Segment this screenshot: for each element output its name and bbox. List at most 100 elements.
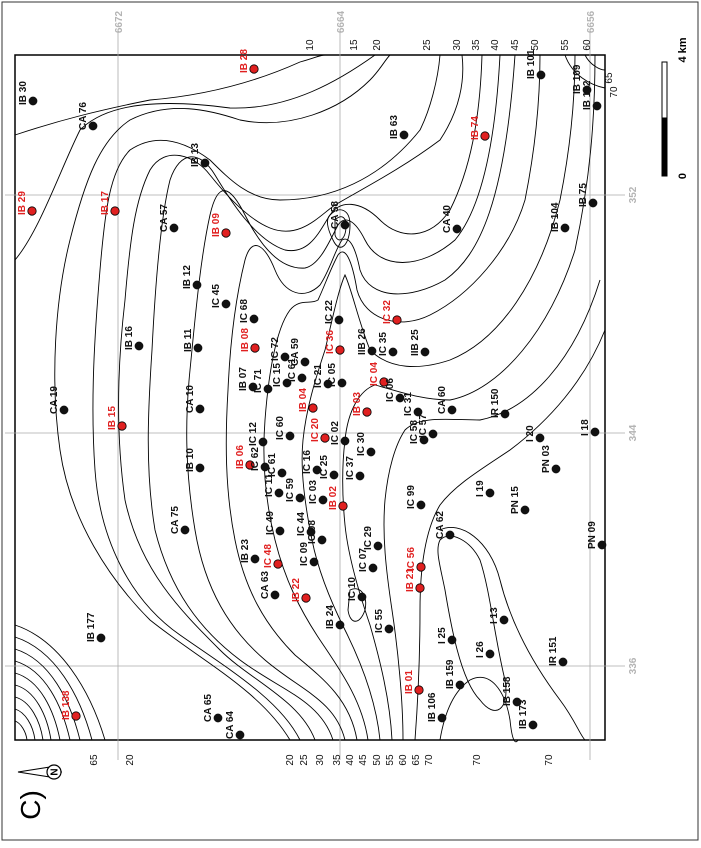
well-dot-ib-158 <box>512 697 522 707</box>
grid-labels: 6672 6664 6656 352 344 336 <box>114 10 639 674</box>
well-dot-i-19 <box>485 488 495 498</box>
well-ib-29: IB 29 <box>17 191 37 216</box>
well-label-ib-177: IB 177 <box>86 612 97 642</box>
well-ic-99: IC 99 <box>406 485 426 510</box>
contour-label-bottom-6: 50 <box>372 754 383 766</box>
well-ic-06: IC 06 <box>385 378 405 403</box>
well-ib-28: IB 28 <box>239 49 259 74</box>
grid-label-top-2: 6656 <box>586 10 597 33</box>
well-ib-02: IB 02 <box>328 486 348 511</box>
well-ic-60: IC 60 <box>275 416 295 441</box>
well-dot-ca-10 <box>195 404 205 414</box>
well-dot-ic-16 <box>312 465 322 475</box>
well-dot-ca-40 <box>452 224 462 234</box>
well-i-18: I 18 <box>580 419 600 437</box>
well-dot-ic-59 <box>295 493 305 503</box>
well-label-ca-75: CA 75 <box>170 506 181 534</box>
well-ic-35: IC 35 <box>378 332 398 357</box>
well-pn-03: PN 03 <box>541 445 561 474</box>
well-ca-65: CA 65 <box>203 694 223 723</box>
well-label-ib-07: IB 07 <box>238 367 249 391</box>
well-label-ic-99: IC 99 <box>406 485 417 509</box>
well-dot-ic-60 <box>285 431 295 441</box>
well-dot-ic-08 <box>317 535 327 545</box>
well-ic-16: IC 16 <box>302 450 322 475</box>
contour-line-bl-3 <box>14 648 81 741</box>
contour-label-top-10: 60 <box>582 39 593 51</box>
well-ib-23: IB 23 <box>240 539 260 564</box>
well-label-ib-24: IB 24 <box>325 605 336 629</box>
well-dot-ic-31 <box>413 407 423 417</box>
well-label-ca-76: CA 76 <box>78 102 89 130</box>
well-label-ic-21: IC 21 <box>313 364 324 388</box>
well-dot-ic-71 <box>263 384 273 394</box>
contour-label-bottom-5: 45 <box>358 754 369 766</box>
well-dot-ib-104 <box>560 223 570 233</box>
well-ic-49: IC 49 <box>265 511 285 536</box>
well-ib-21: IB 21 <box>405 568 425 593</box>
contour-label-top-3: 25 <box>422 39 433 51</box>
well-dot-ic-56 <box>416 562 426 572</box>
well-ic-57: IC 57 <box>418 414 438 439</box>
well-ic-30: IC 30 <box>356 432 376 457</box>
well-label-ib-09: IB 09 <box>211 213 222 237</box>
contour-label-top-4: 30 <box>452 39 463 51</box>
well-label-ic-09: IC 09 <box>299 542 310 566</box>
well-label-ic-30: IC 30 <box>356 432 367 456</box>
well-dot-ib-30 <box>28 96 38 106</box>
grid-label-right-2: 336 <box>628 657 639 674</box>
well-dot-ic-32 <box>392 315 402 325</box>
contour-label-bottom-11: 70 <box>472 754 483 766</box>
well-ic-72: IC 72 <box>270 337 290 362</box>
well-dot-ib-01 <box>414 685 424 695</box>
well-dot-ic-62 <box>260 462 270 472</box>
scale-bar-end-label: 4 km <box>677 37 689 62</box>
well-dot-ic-04 <box>379 377 389 387</box>
grid-label-top-0: 6672 <box>114 10 125 33</box>
well-label-ic-36: IC 36 <box>325 330 336 354</box>
well-dot-ib-159 <box>455 680 465 690</box>
well-ib-24: IB 24 <box>325 605 345 630</box>
well-label-ic-02: IC 02 <box>330 421 341 445</box>
well-ic-68: IC 68 <box>239 299 259 324</box>
well-label-ib-63: IB 63 <box>389 115 400 139</box>
well-dot-ib-16 <box>134 341 144 351</box>
well-dot-ib-101 <box>536 70 546 80</box>
well-dot-ib-75 <box>588 198 598 208</box>
well-dot-ic-30 <box>366 447 376 457</box>
grid-label-top-1: 6664 <box>336 10 347 33</box>
contour-line-50 <box>263 54 541 741</box>
well-i-19: I 19 <box>475 480 495 498</box>
well-ca-62: CA 62 <box>435 511 455 540</box>
contour-line-bl-4 <box>14 660 71 741</box>
well-label-ib-03: IB 03 <box>352 392 363 416</box>
well-dot-ic-61 <box>297 373 307 383</box>
contour-label-top-6: 40 <box>490 39 501 51</box>
well-label-ib-28: IB 28 <box>239 49 250 73</box>
well-label-ic-32: IC 32 <box>382 300 393 324</box>
scale-bar: 0 4 km <box>661 37 689 179</box>
well-dot-ic-12 <box>258 437 268 447</box>
well-dot-ib-28 <box>249 64 259 74</box>
well-ic-59: IC 59 <box>285 478 305 503</box>
well-label-ic-06: IC 06 <box>385 378 396 402</box>
well-dot-ca-75 <box>180 525 190 535</box>
contour-label-bottom-12: 70 <box>544 754 555 766</box>
well-dot-pn-09 <box>597 540 607 550</box>
well-dot-ib-63 <box>399 130 409 140</box>
well-dot-iib-25 <box>420 347 430 357</box>
contour-line-70a <box>414 329 606 741</box>
well-label-ca-57: CA 57 <box>159 204 170 232</box>
well-ib-15: IB 15 <box>107 406 127 431</box>
well-dot-i-13 <box>499 615 509 625</box>
well-label-ib-173: IB 173 <box>518 699 529 729</box>
well-ib-177: IB 177 <box>86 612 106 643</box>
well-dot-ic-44 <box>306 527 316 537</box>
well-dot-ib-23 <box>250 554 260 564</box>
well-label-ic-71: IC 71 <box>253 369 264 393</box>
well-ib-159: IB 159 <box>445 659 465 690</box>
well-ib-16: IB 16 <box>124 326 144 351</box>
well-label-ib-159: IB 159 <box>445 659 456 689</box>
